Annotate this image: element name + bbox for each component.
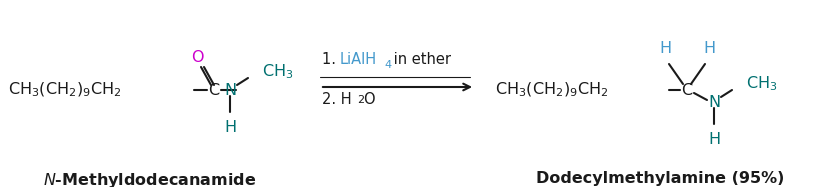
Text: H: H bbox=[707, 132, 720, 147]
Text: 1.: 1. bbox=[321, 52, 340, 67]
Text: CH$_3$(CH$_2$)$_9$CH$_2$: CH$_3$(CH$_2$)$_9$CH$_2$ bbox=[8, 81, 121, 99]
Text: LiAlH: LiAlH bbox=[339, 52, 377, 67]
Text: 4: 4 bbox=[383, 60, 391, 70]
Text: CH$_3$(CH$_2$)$_9$CH$_2$: CH$_3$(CH$_2$)$_9$CH$_2$ bbox=[494, 81, 608, 99]
Text: O: O bbox=[190, 50, 203, 65]
Text: Dodecylmethylamine (95%): Dodecylmethylamine (95%) bbox=[535, 171, 783, 186]
Text: CH$_3$: CH$_3$ bbox=[262, 63, 293, 81]
Text: in ether: in ether bbox=[388, 52, 450, 67]
Text: $\mathit{N}$-Methyldodecanamide: $\mathit{N}$-Methyldodecanamide bbox=[43, 171, 257, 187]
Text: N: N bbox=[224, 82, 236, 97]
Text: 2. H: 2. H bbox=[321, 92, 351, 107]
Text: C: C bbox=[208, 82, 219, 97]
Text: H: H bbox=[702, 41, 715, 56]
Text: H: H bbox=[658, 41, 670, 56]
Text: N: N bbox=[707, 94, 720, 110]
Text: 2: 2 bbox=[357, 95, 363, 105]
Text: H: H bbox=[224, 120, 236, 135]
Text: O: O bbox=[363, 92, 374, 107]
Text: C: C bbox=[681, 82, 691, 97]
Text: CH$_3$: CH$_3$ bbox=[745, 75, 777, 93]
